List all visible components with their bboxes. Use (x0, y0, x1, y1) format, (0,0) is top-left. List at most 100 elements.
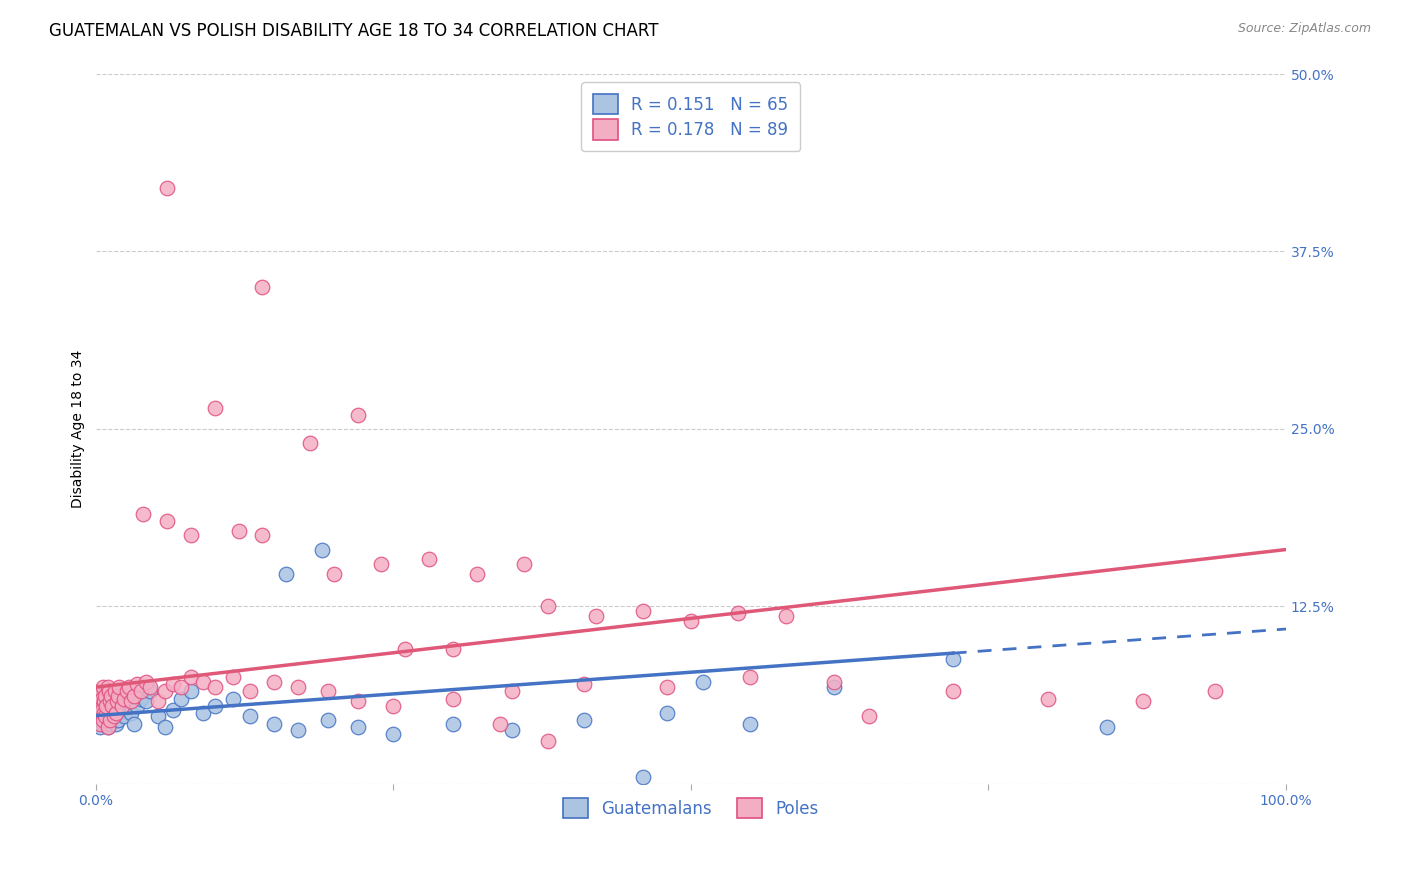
Point (1204, 684, 1226, 698)
Point (97, 694, 120, 708)
Point (322, 566, 344, 581)
Point (274, 566, 297, 581)
Legend: Guatemalans, Poles: Guatemalans, Poles (557, 791, 825, 825)
Point (111, 698, 134, 713)
Point (93, 694, 115, 708)
Point (127, 677, 149, 691)
Point (180, 528, 202, 542)
Point (107, 713, 129, 727)
Point (572, 713, 595, 727)
Point (489, 717, 512, 731)
Point (132, 507, 155, 521)
Point (858, 708, 880, 723)
Point (501, 684, 523, 698)
Point (1036, 691, 1059, 706)
Point (191, 706, 214, 720)
Point (537, 599, 560, 614)
Point (139, 684, 162, 698)
Point (418, 552, 440, 566)
Point (740, 717, 762, 731)
Point (465, 566, 488, 581)
Point (370, 557, 392, 571)
Point (394, 641, 416, 656)
Point (94, 708, 117, 723)
Point (501, 723, 523, 737)
Point (93, 706, 115, 720)
Point (287, 723, 309, 737)
Point (87, 708, 110, 723)
Point (90, 691, 112, 706)
Point (111, 703, 134, 717)
Point (103, 708, 125, 723)
Point (204, 401, 226, 415)
Point (287, 680, 309, 694)
Point (311, 542, 333, 557)
Point (631, 603, 654, 617)
Point (441, 641, 464, 656)
Point (91, 717, 114, 731)
Point (118, 680, 141, 694)
Point (252, 280, 274, 294)
Point (156, 180, 179, 194)
Point (204, 680, 226, 694)
Point (162, 703, 184, 717)
Point (263, 674, 285, 689)
Point (104, 698, 127, 713)
Point (572, 677, 595, 691)
Point (120, 694, 142, 708)
Point (94, 708, 117, 723)
Point (98, 694, 121, 708)
Point (90, 706, 112, 720)
Point (100, 689, 122, 703)
Point (129, 684, 152, 698)
Point (239, 684, 262, 698)
Point (655, 680, 678, 694)
Point (91, 698, 114, 713)
Point (112, 691, 135, 706)
Point (94, 691, 117, 706)
Point (97, 684, 120, 698)
Point (97, 680, 120, 694)
Point (108, 691, 131, 706)
Point (316, 713, 339, 727)
Point (115, 694, 138, 708)
Point (96, 698, 118, 713)
Point (122, 717, 145, 731)
Point (97, 684, 120, 698)
Point (97, 720, 120, 734)
Text: Source: ZipAtlas.com: Source: ZipAtlas.com (1237, 22, 1371, 36)
Point (87, 703, 110, 717)
Point (823, 674, 845, 689)
Point (118, 689, 141, 703)
Point (107, 689, 129, 703)
Point (221, 670, 243, 684)
Point (162, 677, 184, 691)
Point (86, 698, 108, 713)
Point (91, 713, 114, 727)
Point (692, 674, 714, 689)
Point (87, 689, 110, 703)
Point (96, 703, 118, 717)
Point (382, 727, 405, 741)
Y-axis label: Disability Age 18 to 34: Disability Age 18 to 34 (72, 350, 86, 508)
Point (86, 691, 108, 706)
Point (180, 684, 202, 698)
Point (823, 680, 845, 694)
Point (115, 684, 138, 698)
Point (153, 720, 176, 734)
Point (298, 436, 321, 450)
Point (112, 708, 135, 723)
Point (104, 684, 127, 698)
Point (90, 689, 112, 703)
Point (146, 694, 169, 708)
Point (740, 670, 762, 684)
Point (655, 706, 678, 720)
Point (135, 694, 157, 708)
Point (441, 691, 464, 706)
Point (89, 717, 111, 731)
Point (89, 694, 111, 708)
Point (98, 698, 121, 713)
Point (191, 674, 214, 689)
Point (93, 694, 115, 708)
Point (153, 684, 176, 698)
